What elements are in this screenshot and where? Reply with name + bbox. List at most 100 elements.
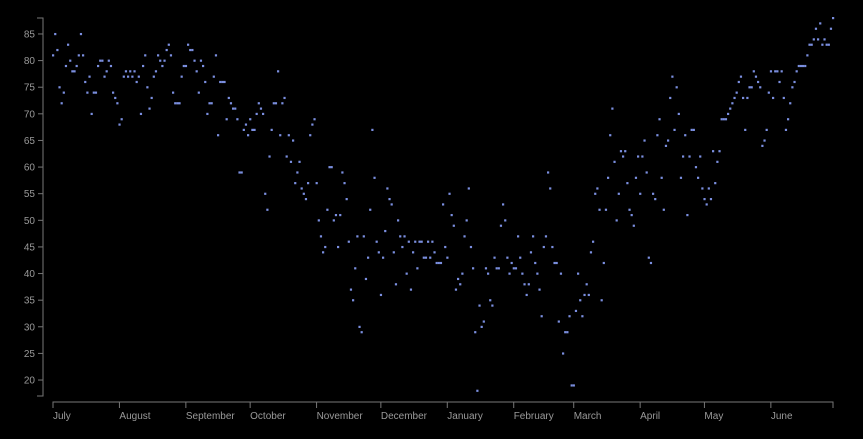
data-point: [622, 155, 625, 158]
data-point: [731, 102, 734, 105]
data-point: [420, 240, 423, 243]
data-point: [401, 245, 404, 249]
data-point: [334, 213, 338, 217]
data-point: [727, 112, 730, 116]
x-tick-label: July: [53, 411, 71, 422]
data-point: [697, 176, 700, 179]
data-point: [581, 315, 584, 318]
x-tick-label: September: [186, 411, 236, 422]
data-point: [144, 54, 147, 57]
data-point: [497, 267, 500, 270]
data-point: [90, 112, 93, 116]
data-point: [647, 256, 650, 259]
data-point: [165, 48, 168, 52]
data-point: [476, 389, 479, 392]
data-point: [103, 75, 106, 78]
data-point: [688, 155, 691, 158]
y-tick-label: 35: [24, 296, 36, 307]
data-point: [517, 235, 520, 238]
data-point: [208, 102, 211, 105]
data-point: [427, 240, 430, 243]
data-point: [56, 48, 59, 52]
data-point: [521, 272, 524, 275]
data-point: [519, 256, 522, 259]
x-tick-label: March: [574, 411, 602, 422]
data-point: [787, 118, 790, 121]
data-point: [812, 38, 815, 41]
data-point: [613, 160, 616, 163]
data-point: [266, 208, 269, 211]
data-point: [446, 256, 449, 259]
data-point: [202, 64, 205, 68]
data-point: [669, 96, 672, 100]
data-point: [118, 123, 121, 126]
data-point: [461, 272, 464, 275]
data-point: [82, 54, 85, 57]
data-point: [210, 102, 213, 105]
data-point: [407, 240, 410, 243]
data-point: [403, 235, 406, 238]
data-point: [553, 261, 556, 265]
data-point: [152, 75, 155, 78]
data-point: [150, 96, 153, 100]
data-point: [326, 208, 329, 211]
data-point: [345, 198, 348, 201]
data-point: [529, 251, 533, 254]
data-point: [382, 256, 385, 259]
data-point: [467, 187, 470, 190]
data-point: [652, 192, 655, 195]
data-point: [716, 160, 719, 163]
data-point: [452, 224, 455, 227]
data-point: [827, 43, 830, 46]
data-point: [437, 261, 440, 265]
data-point: [465, 219, 468, 222]
data-point: [748, 86, 751, 89]
data-point: [429, 256, 432, 259]
data-point: [690, 128, 693, 131]
data-point: [692, 128, 695, 131]
data-point: [624, 150, 627, 153]
data-point: [88, 75, 91, 78]
y-tick-label: 20: [24, 376, 36, 387]
data-point: [679, 176, 683, 179]
data-point: [607, 176, 610, 179]
data-point: [369, 208, 372, 211]
data-point: [264, 192, 267, 195]
data-point: [744, 128, 747, 131]
data-point: [324, 245, 327, 249]
data-point: [534, 261, 537, 265]
data-point: [459, 283, 462, 286]
data-point: [330, 166, 333, 169]
data-point: [418, 240, 421, 243]
data-point: [294, 182, 297, 185]
data-point: [615, 219, 618, 222]
data-point: [527, 283, 530, 286]
data-point: [146, 86, 149, 89]
data-point: [232, 107, 235, 110]
x-tick-label: August: [119, 411, 150, 422]
data-point: [178, 102, 181, 105]
data-point: [763, 139, 766, 142]
data-point: [643, 139, 646, 142]
data-point: [127, 75, 130, 78]
data-point: [506, 256, 509, 259]
data-point: [223, 80, 226, 84]
data-point: [564, 331, 567, 334]
data-point: [491, 304, 494, 307]
data-point: [195, 70, 198, 73]
data-point: [352, 299, 355, 302]
data-point: [75, 64, 78, 68]
x-tick-label: June: [771, 411, 793, 422]
data-point: [58, 86, 61, 89]
data-point: [431, 240, 434, 243]
data-point: [482, 320, 485, 323]
data-point: [292, 139, 295, 142]
y-tick-label: 40: [24, 269, 36, 280]
data-point: [307, 182, 310, 185]
data-point: [724, 118, 728, 121]
data-point: [253, 128, 256, 131]
data-point: [315, 182, 318, 185]
data-point: [193, 59, 196, 62]
data-point: [784, 128, 788, 131]
